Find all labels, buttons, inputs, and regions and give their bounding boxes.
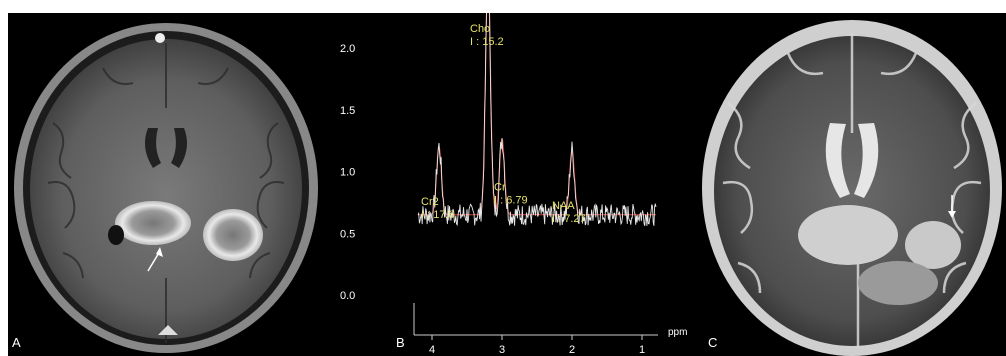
peak-name-label: NAA bbox=[552, 200, 575, 212]
y-tick-label: 2.0 bbox=[340, 43, 355, 55]
x-axis-unit: ppm bbox=[668, 327, 687, 338]
panel-label-a: A bbox=[12, 335, 21, 350]
peak-integral-label: I : 7.27 bbox=[552, 213, 586, 225]
x-tick-label: 1 bbox=[639, 344, 645, 356]
mri-t1-image bbox=[8, 13, 326, 356]
peak-integral-label: I : 15.2 bbox=[470, 36, 504, 48]
enhancing-lesion-left bbox=[115, 201, 191, 245]
hyperintense-lesion-right bbox=[905, 221, 961, 269]
panel-label-c: C bbox=[708, 335, 717, 350]
hyperintense-lesion-left bbox=[798, 205, 898, 265]
spectrum-trace bbox=[418, 13, 656, 226]
enhancing-lesion-right bbox=[203, 209, 263, 261]
y-tick-label: 0.0 bbox=[340, 290, 355, 302]
y-tick-label: 1.0 bbox=[340, 167, 355, 179]
peak-integral-label: I : 6.79 bbox=[494, 194, 528, 206]
mri-t2-panel: C bbox=[698, 13, 1006, 356]
x-tick-label: 4 bbox=[429, 344, 435, 356]
x-tick-label: 2 bbox=[569, 344, 575, 356]
fit-curve bbox=[418, 13, 656, 215]
peak-name-label: Cr bbox=[494, 181, 506, 193]
panel-label-b: B bbox=[396, 335, 405, 350]
y-tick-label: 0.5 bbox=[340, 228, 355, 240]
mr-spectroscopy-panel: 2.0 1.5 1.0 0.5 0.0 4 3 2 1 Cho I : 15.2 Cr I : 6.… bbox=[326, 13, 698, 356]
x-tick-label: 3 bbox=[499, 344, 505, 356]
mri-t2-image bbox=[698, 13, 1006, 356]
mri-t1-contrast-panel: A bbox=[8, 13, 326, 356]
peak-integral-label: I : 17.6 bbox=[421, 209, 455, 221]
peak-name-label: Cho bbox=[470, 23, 490, 35]
y-tick-label: 1.5 bbox=[340, 105, 355, 117]
peak-name-label: Cr2 bbox=[421, 196, 439, 208]
